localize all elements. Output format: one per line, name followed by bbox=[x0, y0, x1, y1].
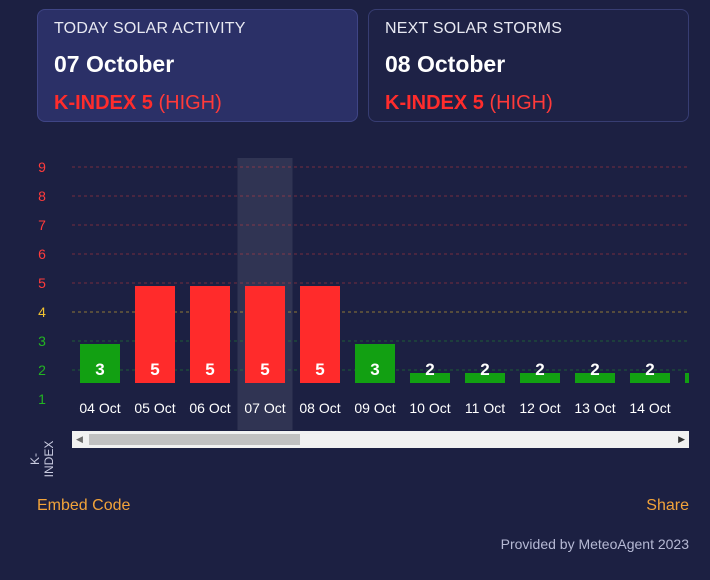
today-kindex-label: K-INDEX 5 bbox=[54, 92, 153, 114]
y-tick-label: 3 bbox=[38, 333, 46, 349]
bar-value-label: 2 bbox=[480, 360, 489, 379]
y-tick-label: 1 bbox=[38, 391, 46, 407]
bar-14-oct[interactable] bbox=[630, 373, 670, 383]
bar-value-label: 2 bbox=[645, 360, 654, 379]
x-tick-label: 12 Oct bbox=[519, 400, 560, 416]
bar-value-label: 2 bbox=[590, 360, 599, 379]
bar-04-oct[interactable] bbox=[80, 344, 120, 383]
x-tick-label: 13 Oct bbox=[574, 400, 615, 416]
scroll-right-arrow-icon[interactable]: ▶ bbox=[678, 434, 685, 444]
x-tick-label: 07 Oct bbox=[244, 400, 285, 416]
next-card-title: NEXT SOLAR STORMS bbox=[385, 20, 563, 37]
y-axis-label: K-INDEX bbox=[28, 440, 56, 478]
today-card-title: TODAY SOLAR ACTIVITY bbox=[54, 20, 246, 37]
x-tick-label: 11 Oct bbox=[465, 400, 505, 416]
x-tick-label: 04 Oct bbox=[79, 400, 120, 416]
y-tick-label: 5 bbox=[38, 275, 46, 291]
next-kindex-label: K-INDEX 5 bbox=[385, 92, 484, 114]
y-tick-label: 9 bbox=[38, 159, 46, 175]
bar-13-oct[interactable] bbox=[575, 373, 615, 383]
kindex-bar-chart: 1 2 3 4 5 6 7 8 9 3 04 Oct 5 05 Oct 5 06 Oct 5 07 Oct 5 08… bbox=[38, 158, 689, 430]
today-kindex: K-INDEX 5 (HIGH) bbox=[54, 92, 341, 115]
embed-code-link[interactable]: Embed Code bbox=[37, 497, 131, 514]
bar-value-label: 2 bbox=[425, 360, 434, 379]
x-tick-label: 10 Oct bbox=[409, 400, 450, 416]
next-kindex-level: (HIGH) bbox=[489, 92, 553, 114]
bar-05-oct[interactable] bbox=[135, 286, 175, 383]
x-tick-label: 08 Oct bbox=[299, 400, 340, 416]
y-tick-label: 7 bbox=[38, 217, 46, 233]
x-tick-label: 09 Oct bbox=[354, 400, 395, 416]
today-date: 07 October bbox=[54, 51, 175, 77]
share-link[interactable]: Share bbox=[646, 497, 689, 514]
chart-scrollbar[interactable]: ◀ ▶ bbox=[72, 431, 689, 448]
scroll-left-arrow-icon[interactable]: ◀ bbox=[76, 434, 83, 444]
bar-value-label: 2 bbox=[535, 360, 544, 379]
today-kindex-level: (HIGH) bbox=[158, 92, 222, 114]
bar-value-label: 5 bbox=[315, 360, 324, 379]
x-tick-label: 06 Oct bbox=[189, 400, 230, 416]
today-activity-card: TODAY SOLAR ACTIVITY 07 October K-INDEX … bbox=[37, 9, 358, 122]
bar-09-oct[interactable] bbox=[355, 344, 395, 383]
bar-value-label: 3 bbox=[370, 360, 379, 379]
x-tick-label: 14 Oct bbox=[629, 400, 670, 416]
y-tick-label: 4 bbox=[38, 304, 46, 320]
bar-11-oct[interactable] bbox=[465, 373, 505, 383]
bar-12-oct[interactable] bbox=[520, 373, 560, 383]
bar-value-label: 5 bbox=[260, 360, 269, 379]
bar-07-oct[interactable] bbox=[245, 286, 285, 383]
provider-credit: Provided by MeteoAgent 2023 bbox=[500, 536, 689, 552]
next-kindex: K-INDEX 5 (HIGH) bbox=[385, 92, 672, 115]
y-tick-label: 8 bbox=[38, 188, 46, 204]
next-date: 08 October bbox=[385, 51, 506, 77]
bar-value-label: 5 bbox=[205, 360, 214, 379]
bar-value-label: 3 bbox=[95, 360, 104, 379]
bar-10-oct[interactable] bbox=[410, 373, 450, 383]
bar-partial-overflow bbox=[685, 373, 689, 383]
y-tick-label: 2 bbox=[38, 362, 46, 378]
bar-08-oct[interactable] bbox=[300, 286, 340, 383]
bar-value-label: 5 bbox=[150, 360, 159, 379]
next-storm-card: NEXT SOLAR STORMS 08 October K-INDEX 5 (… bbox=[368, 9, 689, 122]
bar-06-oct[interactable] bbox=[190, 286, 230, 383]
x-tick-label: 05 Oct bbox=[134, 400, 175, 416]
scroll-thumb[interactable] bbox=[89, 434, 300, 445]
y-tick-label: 6 bbox=[38, 246, 46, 262]
